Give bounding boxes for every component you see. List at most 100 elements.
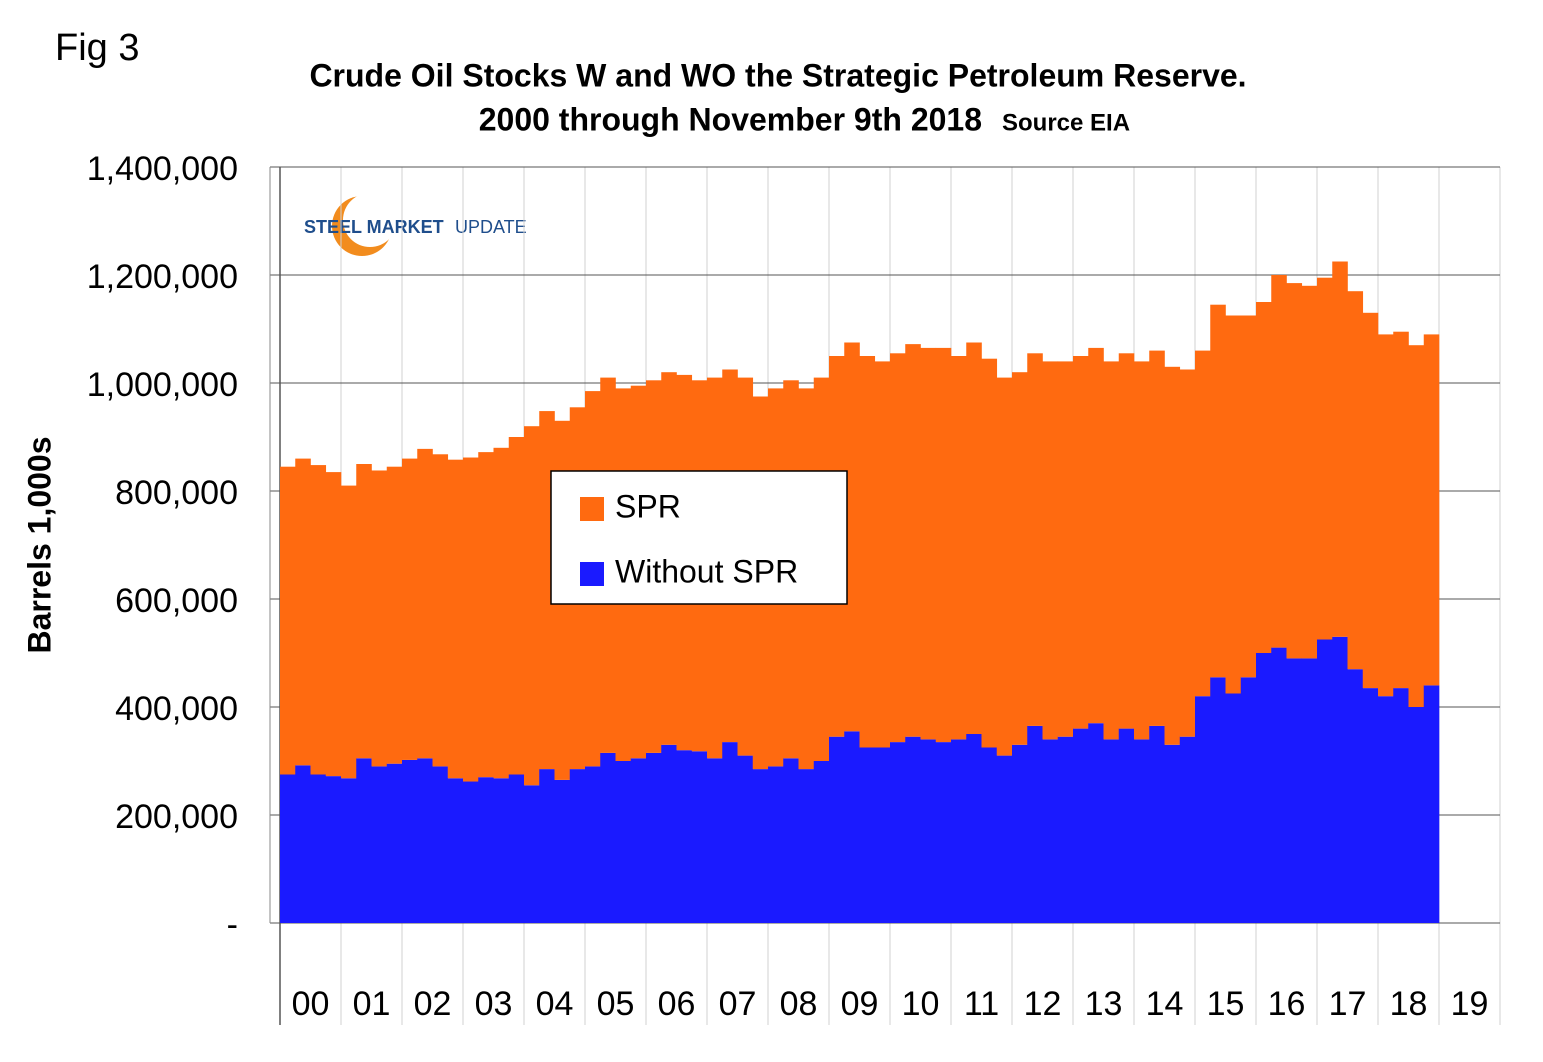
bar-segment (1118, 353, 1135, 729)
bar-segment (585, 766, 601, 923)
bar-segment (1378, 334, 1394, 697)
logo-cut (343, 193, 397, 247)
x-tick-label: 05 (597, 985, 635, 1023)
bar-segment (1347, 669, 1364, 923)
bar-segment (1103, 361, 1120, 740)
bar-segment (1027, 353, 1043, 726)
bar-segment (356, 464, 372, 759)
bar-segment (1256, 653, 1272, 923)
bar-segment (752, 769, 769, 923)
bar-segment (1012, 372, 1028, 745)
legend-swatch (580, 497, 604, 521)
bar-segment (798, 769, 815, 923)
bar-segment (295, 765, 311, 923)
bar-segment (646, 752, 662, 923)
bar-segment (1042, 739, 1059, 923)
bar-segment (1332, 261, 1348, 637)
legend-label: Without SPR (615, 553, 798, 589)
bar-segment (295, 458, 311, 766)
bar-segment (1301, 285, 1318, 659)
y-tick-label: - (227, 906, 238, 944)
x-tick-label: 16 (1268, 985, 1306, 1023)
bar-segment (569, 769, 586, 923)
bar-segment (402, 458, 418, 760)
legend: SPR Without SPR (550, 470, 848, 605)
bar-segment (539, 769, 555, 923)
x-tick-label: 18 (1390, 985, 1428, 1023)
bar-segment (844, 342, 860, 732)
bar-segment (905, 344, 921, 737)
bar-segment (981, 747, 998, 923)
bar-segment (1088, 723, 1104, 923)
chart-subtitle: 2000 through November 9th 2018 (479, 101, 982, 137)
bar-segment (1225, 315, 1242, 694)
x-tick-label: 06 (658, 985, 696, 1023)
bar-segment (1225, 693, 1242, 923)
bar-segment (402, 759, 418, 923)
bar-segment (524, 785, 540, 923)
bar-segment (447, 459, 464, 779)
y-tick-label: 200,000 (115, 798, 238, 836)
bar-segment (1393, 331, 1409, 689)
bar-segment (1408, 345, 1425, 707)
bar-segment (1317, 277, 1333, 640)
bar-segment (630, 758, 647, 923)
x-tick-label: 00 (292, 985, 330, 1023)
bar-segment (280, 466, 296, 775)
bar-segment (493, 778, 510, 923)
bar-segment (508, 437, 525, 775)
x-tick-label: 11 (964, 985, 999, 1023)
x-tick-label: 19 (1451, 985, 1489, 1023)
bar-segment (386, 763, 403, 923)
logo-text: STEEL MARKET (304, 217, 444, 237)
y-tick-label: 1,400,000 (87, 150, 238, 188)
bar-segment (1240, 315, 1257, 678)
x-tick-label: 03 (475, 985, 513, 1023)
bar-segment (981, 358, 998, 748)
bar-segment (707, 758, 723, 923)
bar-segment (1347, 291, 1364, 670)
bar-segment (280, 774, 296, 923)
bar-segment (1057, 736, 1074, 923)
x-tick-label: 10 (902, 985, 940, 1023)
logo-text: UPDATE (455, 217, 527, 237)
x-tick-label: 01 (353, 985, 391, 1023)
bar-segment (463, 457, 479, 782)
x-tick-label: 04 (536, 985, 574, 1023)
bar-segment (1423, 334, 1440, 686)
bar-segment (325, 472, 342, 777)
bar-segment (1286, 658, 1303, 923)
figure-label: Fig 3 (55, 27, 139, 69)
bar-segment (1103, 739, 1120, 923)
bar-segment (722, 742, 738, 923)
x-tick-label: 12 (1024, 985, 1062, 1023)
bar-segment (371, 766, 388, 923)
bar-segment (1012, 744, 1028, 923)
bar-segment (600, 752, 616, 923)
bar-segment (417, 758, 433, 923)
bar-segment (1195, 350, 1211, 697)
bar-segment (1393, 688, 1409, 923)
bar-segment (417, 448, 433, 759)
bar-segment (920, 347, 937, 740)
bar-segment (493, 447, 510, 779)
bar-segment (1179, 369, 1196, 737)
bar-segment (386, 466, 403, 764)
bar-segment (1362, 688, 1379, 923)
x-tick-label: 14 (1146, 985, 1184, 1023)
bar-segment (1179, 736, 1196, 923)
bar-segment (691, 751, 708, 923)
bar-segment (1240, 677, 1257, 923)
bar-segment (874, 747, 891, 923)
chart-title: Crude Oil Stocks W and WO the Strategic … (309, 57, 1246, 93)
bar-segment (920, 739, 937, 923)
bar-segment (874, 361, 891, 748)
bar-segment (768, 766, 784, 923)
x-tick-label: 02 (414, 985, 452, 1023)
bar-segment (1149, 350, 1165, 726)
y-tick-label: 600,000 (115, 582, 238, 620)
bar-segment (1073, 356, 1089, 729)
bar-segment (524, 426, 540, 786)
bar-segment (1088, 347, 1104, 724)
